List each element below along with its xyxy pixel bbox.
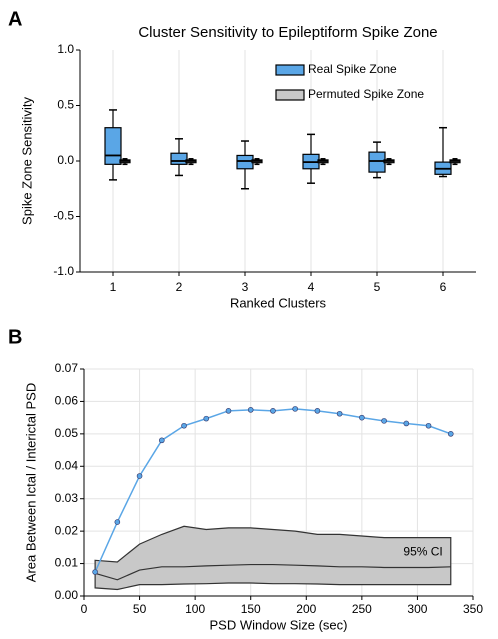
- x-tick-label: 50: [133, 602, 147, 616]
- legend-label: Permuted Spike Zone: [308, 87, 424, 101]
- box: [368, 151, 386, 173]
- y-tick-label: 0.06: [55, 394, 79, 408]
- box: [236, 154, 254, 170]
- x-tick-label: 5: [374, 280, 381, 294]
- x-tick-label: 100: [185, 602, 205, 616]
- x-tick-label: 200: [296, 602, 316, 616]
- point: [381, 418, 387, 424]
- y-tick-label: 0.04: [55, 458, 79, 472]
- y-tick-label: 0.02: [55, 523, 79, 537]
- ci-band: [94, 525, 452, 591]
- y-axis-label: Area Between Ictal / Interictal PSD: [23, 383, 38, 582]
- y-tick-label: -0.5: [53, 209, 74, 223]
- point: [136, 473, 143, 479]
- point: [359, 414, 365, 421]
- y-axis-label: Spike Zone Sensitivity: [19, 97, 34, 225]
- legend-swatch: [275, 89, 305, 101]
- point: [270, 408, 276, 414]
- x-axis-label: Ranked Clusters: [230, 295, 327, 310]
- ci-median: [94, 563, 451, 581]
- panel-label: B: [8, 326, 22, 348]
- y-tick-label: 0.0: [57, 153, 74, 167]
- x-tick-label: 4: [308, 280, 315, 294]
- y-tick-label: 0.05: [55, 426, 79, 440]
- point: [203, 415, 210, 422]
- chart-title: Cluster Sensitivity to Epileptiform Spik…: [138, 24, 437, 41]
- x-tick-label: 6: [440, 280, 447, 294]
- y-tick-label: 1.0: [57, 42, 74, 56]
- point: [447, 431, 454, 437]
- point: [403, 420, 410, 427]
- point: [292, 406, 298, 412]
- x-tick-label: 0: [81, 602, 88, 616]
- x-tick-label: 300: [407, 602, 427, 616]
- x-tick-label: 2: [176, 280, 183, 294]
- panel-label: A: [8, 8, 22, 30]
- x-tick-label: 150: [241, 602, 261, 616]
- y-tick-label: 0.5: [57, 98, 74, 112]
- box: [170, 152, 188, 165]
- x-tick-label: 1: [110, 280, 117, 294]
- point: [314, 408, 321, 414]
- x-tick-label: 250: [352, 602, 372, 616]
- y-tick-label: -1.0: [53, 264, 74, 278]
- y-tick-label: 0.07: [55, 361, 79, 375]
- box: [104, 127, 122, 165]
- point: [92, 569, 98, 575]
- legend-label: Real Spike Zone: [308, 62, 397, 76]
- x-axis-label: PSD Window Size (sec): [210, 617, 348, 632]
- point: [181, 422, 187, 429]
- ci-label: 95% CI: [403, 545, 442, 559]
- point: [225, 408, 232, 414]
- y-tick-label: 0.03: [55, 491, 79, 505]
- legend-swatch: [275, 64, 305, 76]
- point: [247, 407, 254, 413]
- y-tick-label: 0.00: [55, 588, 79, 602]
- point: [425, 422, 432, 429]
- point: [159, 437, 165, 444]
- x-tick-label: 3: [242, 280, 249, 294]
- point: [114, 519, 121, 525]
- point: [336, 410, 343, 417]
- y-tick-label: 0.01: [55, 556, 79, 570]
- x-tick-label: 350: [463, 602, 483, 616]
